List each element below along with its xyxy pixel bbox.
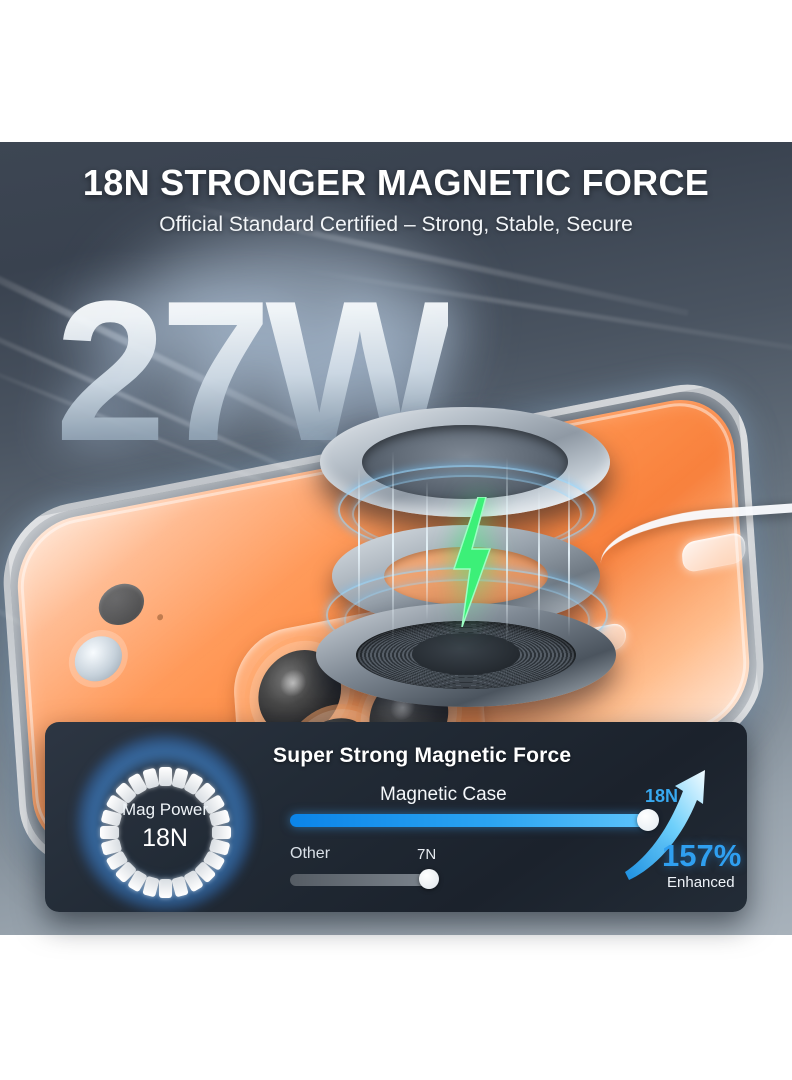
mag-power-gauge: Mag Power 18N — [76, 734, 254, 912]
bar-other — [290, 874, 432, 886]
gauge-segment — [158, 879, 172, 898]
charger-puck-face — [362, 425, 568, 499]
wireless-charger-puck — [320, 407, 610, 517]
gauge-label: Mag Power — [122, 800, 208, 819]
gauge-segment — [158, 767, 172, 786]
enhanced-caption: Enhanced — [667, 874, 735, 891]
bar-label-magnetic-case: Magnetic Case — [380, 784, 507, 805]
bar-knob-magnetic-case — [637, 809, 659, 831]
bar-value-magnetic-case: 18N — [645, 786, 679, 806]
enhanced-percent: 157% — [662, 838, 742, 873]
bar-magnetic-case — [290, 814, 652, 827]
bar-label-other: Other — [290, 845, 331, 862]
charging-coil — [316, 603, 616, 707]
bar-value-other: 7N — [417, 846, 437, 863]
lightning-bolt-icon — [452, 497, 492, 627]
gauge-value: 18N — [142, 824, 188, 852]
hero-header: 18N STRONGER MAGNETIC FORCE Official Sta… — [0, 142, 792, 262]
growth-arrow-icon — [625, 770, 705, 880]
magnetic-force-panel: Mag Power 18N Super Strong Magnetic Forc… — [45, 722, 747, 912]
panel-title: Super Strong Magnetic Force — [273, 744, 572, 767]
page-subtitle: Official Standard Certified – Strong, St… — [159, 213, 633, 236]
bar-knob-other — [419, 869, 440, 889]
magnetic-charging-stack — [300, 407, 630, 707]
page-title: 18N STRONGER MAGNETIC FORCE — [82, 162, 710, 203]
coil-core — [412, 633, 520, 675]
